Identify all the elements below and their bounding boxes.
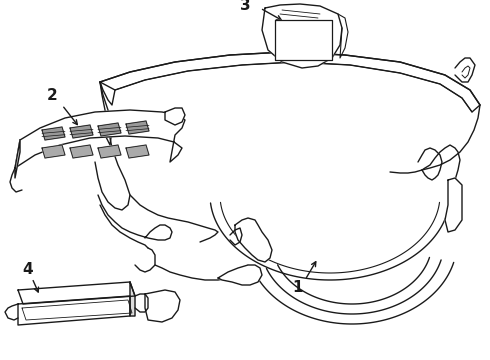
Polygon shape bbox=[70, 145, 93, 158]
Polygon shape bbox=[445, 178, 462, 232]
Text: 2: 2 bbox=[47, 87, 57, 103]
Polygon shape bbox=[98, 123, 121, 136]
Polygon shape bbox=[275, 20, 332, 60]
Text: 4: 4 bbox=[23, 262, 33, 278]
Polygon shape bbox=[70, 125, 93, 138]
Polygon shape bbox=[165, 108, 185, 125]
Text: 1: 1 bbox=[293, 280, 303, 296]
Polygon shape bbox=[15, 110, 185, 168]
Polygon shape bbox=[130, 282, 135, 316]
Polygon shape bbox=[218, 265, 262, 285]
Polygon shape bbox=[42, 145, 65, 158]
Polygon shape bbox=[262, 4, 342, 68]
Polygon shape bbox=[98, 145, 121, 158]
Polygon shape bbox=[145, 290, 180, 322]
Polygon shape bbox=[235, 218, 272, 262]
Text: 3: 3 bbox=[240, 0, 250, 13]
Polygon shape bbox=[126, 121, 149, 134]
Polygon shape bbox=[15, 140, 20, 178]
Polygon shape bbox=[18, 282, 135, 304]
Polygon shape bbox=[42, 127, 65, 140]
Polygon shape bbox=[126, 145, 149, 158]
Polygon shape bbox=[18, 296, 130, 325]
Polygon shape bbox=[100, 52, 480, 112]
